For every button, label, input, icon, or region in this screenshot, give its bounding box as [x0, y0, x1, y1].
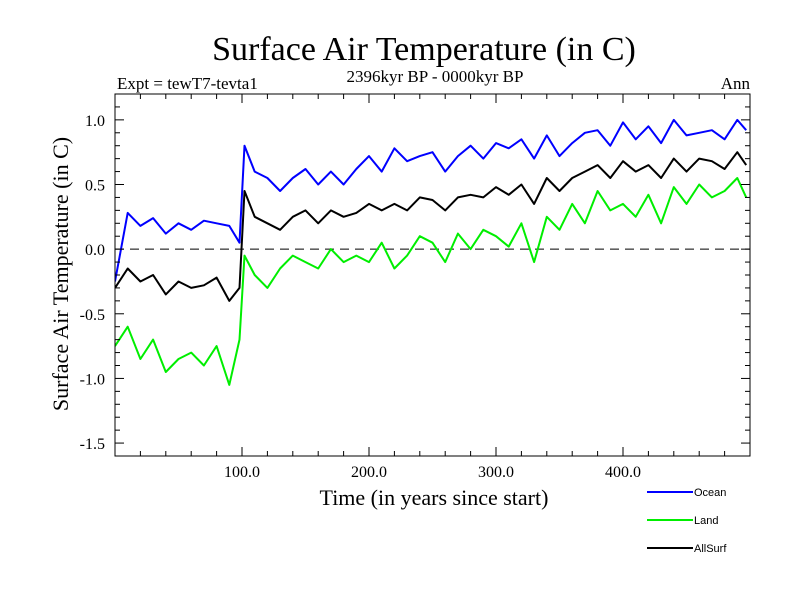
- y-tick-label: 1.0: [85, 113, 105, 130]
- chart-subtitle: 2396kyr BP - 0000kyr BP: [347, 67, 524, 86]
- season-label: Ann: [721, 74, 751, 93]
- legend-label-allsurf: AllSurf: [694, 543, 727, 555]
- y-tick-label: -1.0: [80, 371, 105, 388]
- series-line-allsurf: [115, 151, 748, 302]
- chart-title: Surface Air Temperature (in C): [212, 31, 636, 68]
- y-tick-label: -1.5: [80, 436, 105, 453]
- x-tick-label: 400.0: [605, 464, 641, 481]
- plot-frame: [114, 93, 751, 457]
- series-line-land: [115, 177, 748, 386]
- y-tick-label: -0.5: [80, 307, 105, 324]
- y-tick-label: 0.0: [85, 242, 105, 259]
- legend-label-land: Land: [694, 515, 718, 527]
- series-line-ocean: [115, 118, 747, 282]
- x-tick-label: 200.0: [351, 464, 387, 481]
- x-tick-label: 300.0: [478, 464, 514, 481]
- legend-label-ocean: Ocean: [694, 487, 726, 499]
- x-tick-label: 100.0: [224, 464, 260, 481]
- x-axis-label: Time (in years since start): [320, 485, 549, 510]
- experiment-label: Expt = tewT7-tevta1: [117, 74, 258, 93]
- y-axis-label: Surface Air Temperature (in C): [48, 137, 73, 411]
- y-tick-label: 0.5: [85, 178, 105, 195]
